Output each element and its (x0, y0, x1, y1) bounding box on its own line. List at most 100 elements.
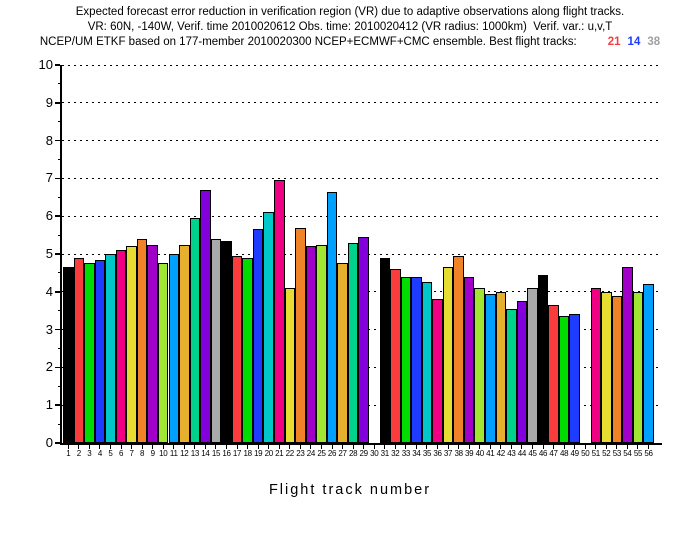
gridline-y6 (62, 215, 660, 217)
y-axis-label-3: 3 (45, 321, 53, 337)
y-axis-label-5: 5 (45, 246, 53, 261)
chart-title-line1: Expected forecast error reduction in ver… (75, 6, 625, 18)
x-axis-label-16: 16 (222, 449, 231, 458)
x-axis-label-28: 28 (348, 449, 358, 458)
bar-track-54 (622, 267, 633, 443)
x-tick-28 (352, 445, 354, 449)
x-tick-36 (437, 445, 439, 449)
y-major-tick-8 (55, 139, 60, 142)
x-axis-label-42: 42 (496, 449, 506, 458)
x-axis-label-14: 14 (201, 449, 210, 458)
bar-track-4 (94, 259, 106, 443)
x-tick-37 (447, 445, 449, 449)
x-axis-label-27: 27 (338, 449, 347, 458)
x-tick-46 (542, 445, 544, 449)
x-tick-23 (299, 445, 301, 449)
bar-track-14 (200, 189, 211, 443)
bar-track-18 (242, 257, 253, 443)
x-tick-49 (574, 445, 576, 449)
x-tick-43 (510, 445, 512, 449)
x-axis-label-21: 21 (275, 449, 284, 458)
x-tick-6 (120, 445, 122, 449)
bar-track-33 (400, 276, 412, 443)
y-major-tick-0 (55, 442, 60, 444)
x-axis-label-2: 2 (76, 449, 81, 458)
x-axis-label-3: 3 (87, 449, 92, 458)
bar-track-34 (411, 276, 422, 443)
bar-track-46 (537, 274, 549, 443)
bar-track-26 (326, 191, 338, 443)
x-axis-label-35: 35 (422, 449, 432, 458)
y-axis-label-9: 9 (45, 94, 53, 110)
bar-track-2 (73, 257, 85, 443)
x-tick-55 (637, 445, 639, 449)
x-tick-16 (226, 445, 228, 449)
x-tick-47 (553, 445, 555, 449)
bar-track-38 (453, 255, 464, 443)
x-axis-label-6: 6 (118, 449, 124, 458)
best-tracks-list: 21 14 38 (601, 36, 660, 49)
y-axis-label-0: 0 (45, 435, 53, 450)
bar-track-37 (442, 267, 454, 443)
x-axis-label-23: 23 (296, 449, 305, 458)
x-axis-line (60, 443, 662, 445)
x-axis-label-36: 36 (433, 449, 442, 458)
x-tick-53 (616, 445, 618, 449)
x-tick-30 (373, 445, 375, 449)
x-tick-2 (78, 445, 80, 449)
x-tick-41 (489, 445, 491, 449)
x-tick-44 (521, 445, 523, 449)
chart-title-line3: NCEP/UM ETKF based on 177-member 2010020… (0, 36, 700, 49)
x-axis-label-26: 26 (327, 449, 337, 458)
y-axis-line (60, 65, 62, 445)
bar-track-43 (506, 308, 517, 443)
x-tick-56 (648, 445, 650, 449)
chart-title-line2: VR: 60N, -140W, Verif. time 2010020612 O… (87, 21, 613, 33)
y-major-tick-10 (55, 64, 60, 66)
bar-track-40 (474, 288, 485, 443)
y-axis-label-4: 4 (45, 283, 53, 299)
x-tick-17 (236, 445, 238, 449)
bar-track-25 (316, 244, 327, 443)
bar-track-47 (548, 305, 559, 443)
x-tick-11 (173, 445, 175, 449)
bar-track-41 (485, 293, 496, 443)
bar-track-5 (105, 254, 116, 443)
gridline-y8 (62, 140, 660, 142)
x-tick-18 (247, 445, 249, 449)
x-axis-label-15: 15 (211, 449, 221, 458)
x-tick-1 (67, 445, 69, 449)
bar-track-31 (379, 257, 391, 443)
bar-track-45 (527, 288, 538, 443)
x-tick-40 (479, 445, 481, 449)
x-tick-27 (342, 445, 344, 449)
bar-track-16 (221, 240, 232, 443)
y-minor-tick (57, 83, 60, 85)
x-axis-label-30: 30 (370, 449, 379, 458)
bar-track-28 (347, 242, 359, 443)
y-axis-label-1: 1 (45, 397, 53, 413)
x-tick-38 (458, 445, 460, 449)
bar-track-17 (231, 255, 243, 443)
x-axis-label-43: 43 (507, 449, 516, 458)
x-axis-label-47: 47 (549, 449, 558, 458)
bar-track-22 (284, 288, 296, 443)
x-tick-9 (152, 445, 154, 449)
x-axis-label-11: 11 (169, 449, 178, 458)
y-axis-label-8: 8 (45, 132, 53, 148)
x-axis-label-9: 9 (150, 449, 155, 458)
y-minor-tick (57, 159, 60, 160)
x-axis-label-8: 8 (140, 449, 145, 458)
y-minor-tick (57, 121, 60, 123)
bar-track-12 (179, 244, 190, 443)
bar-track-24 (305, 246, 317, 443)
x-tick-8 (141, 445, 143, 449)
x-tick-35 (426, 445, 428, 449)
y-minor-tick (57, 272, 60, 274)
x-axis-label-39: 39 (465, 449, 474, 458)
bar-track-32 (390, 269, 401, 443)
x-axis-label-53: 53 (612, 449, 622, 458)
y-minor-tick (57, 385, 60, 387)
bar-track-3 (84, 263, 95, 443)
best-track-number-14: 14 (627, 36, 641, 48)
